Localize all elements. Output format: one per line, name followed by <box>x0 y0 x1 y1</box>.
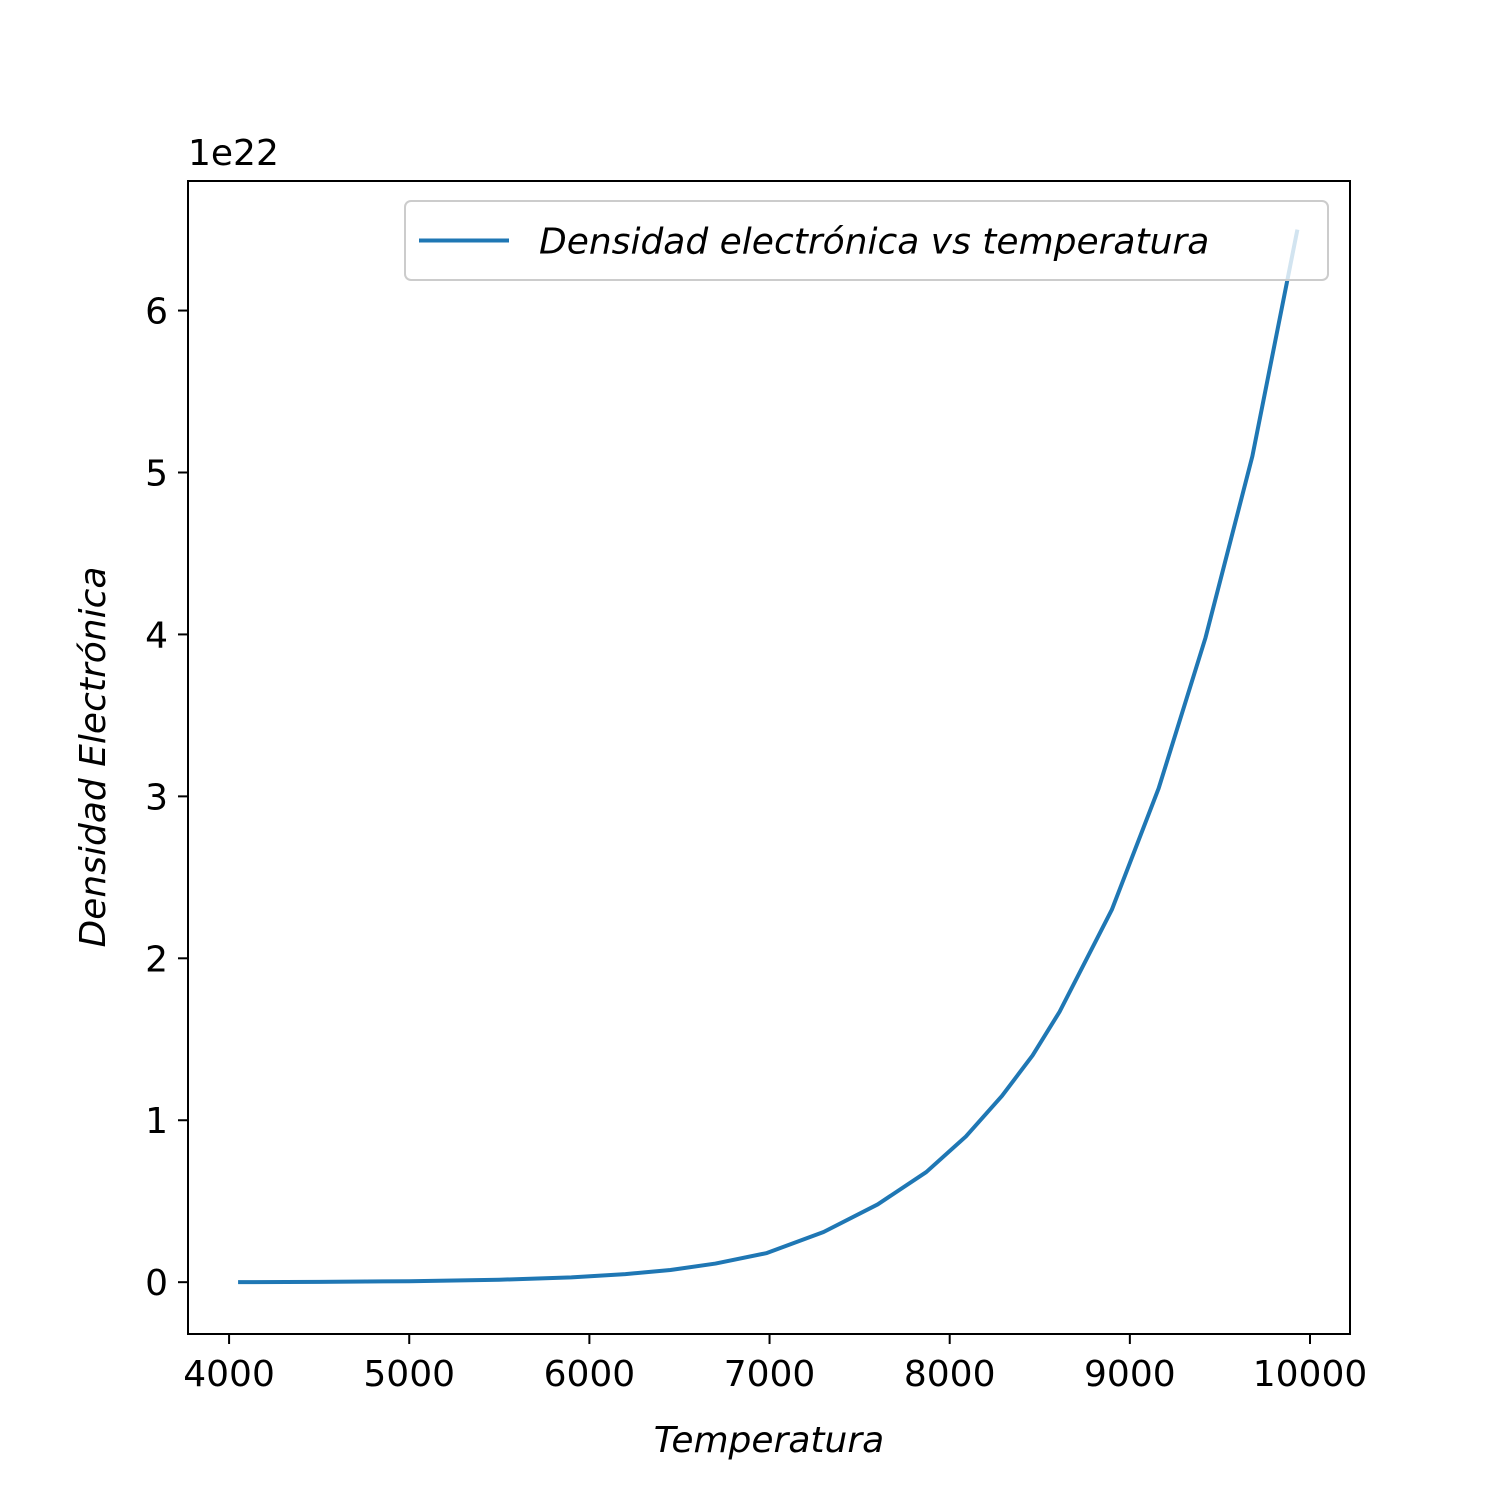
y-tick-label: 6 <box>145 292 168 333</box>
x-tick-label: 4000 <box>183 1354 275 1395</box>
x-tick-label: 8000 <box>904 1354 996 1395</box>
x-tick-label: 9000 <box>1084 1354 1176 1395</box>
plot-frame <box>187 180 1351 1335</box>
legend-label: Densidad electrónica vs temperatura <box>539 222 1209 263</box>
y-tick-label: 3 <box>145 777 168 818</box>
y-tick-label: 2 <box>145 939 168 980</box>
x-tick-label: 7000 <box>724 1354 816 1395</box>
x-tick-label: 6000 <box>544 1354 636 1395</box>
y-tick-label: 0 <box>145 1263 168 1304</box>
legend-box <box>404 200 1329 281</box>
x-tick-label: 10000 <box>1253 1354 1368 1395</box>
y-offset-label: 1e22 <box>188 133 279 174</box>
line <box>238 229 1300 1285</box>
x-axis-label: Temperatura <box>654 1420 884 1461</box>
y-tick-label: 4 <box>145 615 168 656</box>
x-tick-label: 5000 <box>363 1354 455 1395</box>
y-tick-label: 1 <box>145 1101 168 1142</box>
y-tick-label: 5 <box>145 453 168 494</box>
y-axis-label: Densidad Electrónica <box>73 567 114 948</box>
